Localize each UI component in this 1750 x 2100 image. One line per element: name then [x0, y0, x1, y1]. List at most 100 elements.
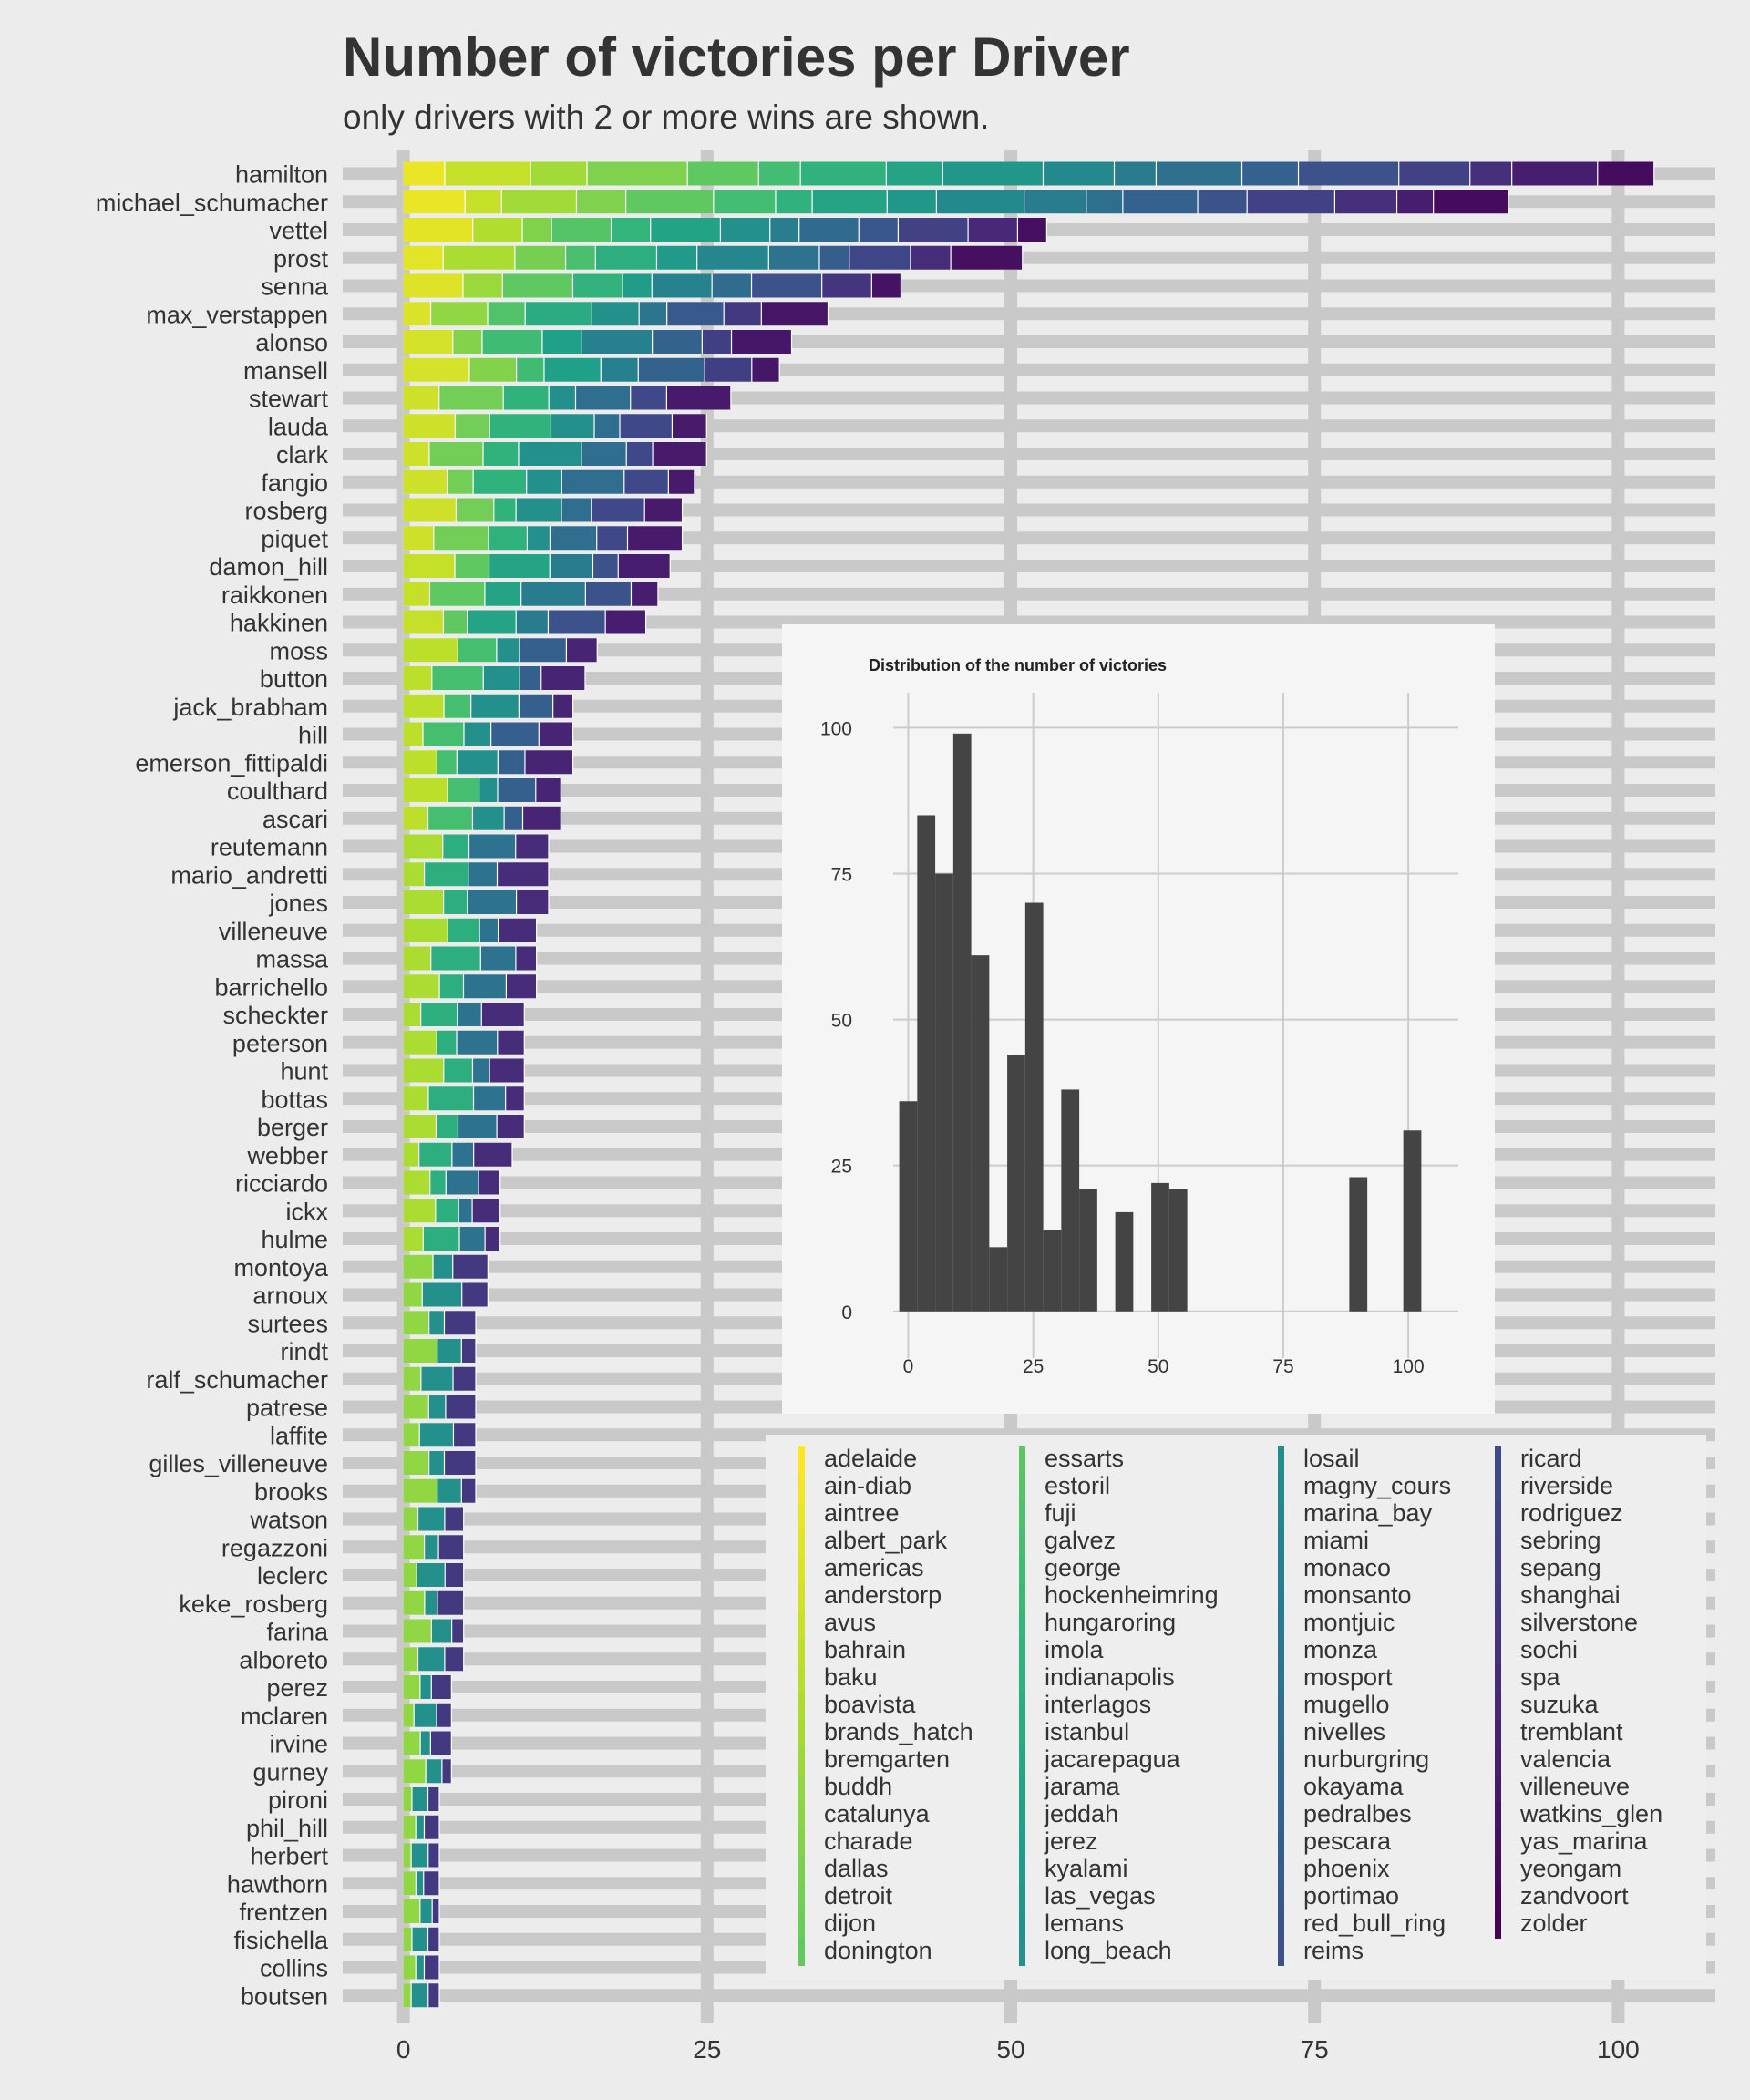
segment-bahrain: [539, 722, 573, 746]
legend-swatch-rodriguez: [1495, 1501, 1501, 1529]
inset-y-tick-label: 100: [820, 718, 852, 739]
segment-galvez: [520, 666, 541, 690]
segment-interlagos: [468, 862, 497, 887]
segment-buddh: [428, 1927, 439, 1951]
y-tick-label: hunt: [280, 1058, 328, 1086]
y-tick-label: leclerc: [257, 1562, 328, 1590]
y-tick-label: watson: [249, 1507, 328, 1534]
segment-long_beach: [420, 1675, 431, 1699]
segment-reims: [687, 161, 758, 186]
y-tick-label: webber: [246, 1142, 328, 1169]
bar-segments-farina: [403, 1619, 464, 1643]
segment-detroit: [620, 414, 672, 438]
segment-long_beach: [426, 1759, 442, 1784]
legend-swatch-tremblant: [1495, 1720, 1501, 1747]
bar-segments-hamilton: [403, 161, 1654, 186]
segment-magny_cours: [887, 190, 936, 214]
bar-segments-surtees: [403, 1311, 476, 1335]
segment-spa: [443, 245, 515, 270]
segment-boavista: [516, 834, 549, 859]
legend-swatch-yas_marina: [1495, 1829, 1501, 1857]
y-tick-label: senna: [261, 273, 329, 301]
segment-buddh: [461, 1478, 476, 1503]
segment-pescara: [458, 638, 497, 663]
y-tick-label: button: [260, 665, 328, 693]
legend-swatch-baku: [798, 1665, 805, 1693]
y-tick-label: max_verstappen: [146, 301, 328, 328]
y-tick-label: hamilton: [235, 161, 328, 189]
segment-spa: [403, 1030, 437, 1055]
bar-segments-lauda: [403, 414, 706, 438]
legend-item-lemans: lemans: [1045, 1910, 1124, 1937]
bar-segments-pironi: [403, 1787, 439, 1811]
segment-shanghai: [403, 1703, 414, 1727]
segment-jeddah: [582, 330, 653, 354]
bar-segments-senna: [403, 273, 901, 298]
segment-valencia: [403, 610, 443, 634]
legend-item-sepang: sepang: [1520, 1554, 1601, 1581]
segment-boavista: [489, 1058, 524, 1083]
bar-segments-webber: [403, 1142, 512, 1167]
segment-imola: [561, 498, 592, 522]
y-tick-label: emerson_fittipaldi: [135, 749, 328, 777]
segment-portimao: [551, 218, 611, 242]
segment-anderstorp: [666, 386, 731, 410]
legend-item-jacarepagua: jacarepagua: [1044, 1745, 1181, 1773]
legend-item-silverstone: silverstone: [1520, 1609, 1638, 1636]
segment-pedralbes: [517, 357, 544, 382]
histogram-bar: [1024, 902, 1044, 1312]
legend-swatch-losail: [1278, 1446, 1284, 1474]
segment-buddh: [445, 1311, 476, 1335]
segment-pescara: [448, 778, 479, 802]
legend-swatch-montjuic: [1278, 1611, 1284, 1638]
legend-swatch-villeneuve: [1495, 1775, 1501, 1802]
legend-item-boavista: boavista: [824, 1691, 917, 1718]
legend-swatch-zolder: [1495, 1911, 1501, 1939]
legend-swatch-jerez: [1019, 1829, 1025, 1857]
segment-monsanto: [886, 161, 942, 186]
segment-shanghai: [403, 1955, 416, 1980]
chart-subtitle: only drivers with 2 or more wins are sho…: [343, 98, 990, 136]
y-tick-label: fisichella: [233, 1927, 329, 1954]
segment-spa: [403, 862, 424, 887]
segment-anderstorp: [752, 357, 779, 382]
legend-box: [766, 1435, 1706, 1980]
legend-swatch-kyalami: [1019, 1857, 1025, 1884]
segment-interlagos: [452, 1142, 474, 1167]
segment-essarts: [1299, 161, 1399, 186]
segment-mosport: [595, 245, 656, 270]
bar-segments-fisichella: [403, 1927, 439, 1951]
segment-villeneuve: [403, 386, 439, 410]
segment-long_beach: [425, 1590, 438, 1615]
legend-item-anderstorp: anderstorp: [824, 1581, 942, 1609]
segment-long_beach: [438, 1339, 461, 1363]
segment-spa: [403, 1086, 428, 1111]
segment-reims: [444, 610, 467, 634]
legend-item-ain-diab: ain-diab: [824, 1472, 911, 1499]
segment-sebring: [469, 357, 516, 382]
legend-item-jarama: jarama: [1044, 1773, 1121, 1800]
legend-item-jeddah: jeddah: [1044, 1800, 1118, 1827]
legend-swatch-estoril: [1019, 1474, 1025, 1501]
inset-x-tick-label: 75: [1272, 1356, 1293, 1377]
y-tick-label: reutemann: [211, 834, 328, 861]
y-tick-label: fangio: [261, 469, 328, 497]
y-tick-label: collins: [260, 1955, 328, 1982]
bar-segments-hunt: [403, 1058, 524, 1083]
bar-segments-mansell: [403, 357, 779, 382]
segment-long_beach: [519, 442, 582, 466]
bar-segments-piquet: [403, 526, 682, 551]
legend-item-donington: donington: [824, 1937, 932, 1964]
y-tick-label: regazzoni: [221, 1534, 328, 1561]
segment-buddh: [425, 1815, 439, 1839]
y-tick-label: berger: [257, 1114, 328, 1141]
segment-bahrain: [567, 638, 597, 663]
segment-nivelles: [489, 414, 551, 438]
legend-swatch-yeongam: [1495, 1857, 1501, 1884]
segment-boavista: [498, 862, 549, 887]
legend-swatch-dijon: [798, 1911, 805, 1939]
segment-anderstorp: [732, 330, 791, 354]
segment-long_beach: [417, 1563, 445, 1587]
segment-interlagos: [474, 1086, 506, 1111]
segment-buddh: [430, 1731, 451, 1755]
